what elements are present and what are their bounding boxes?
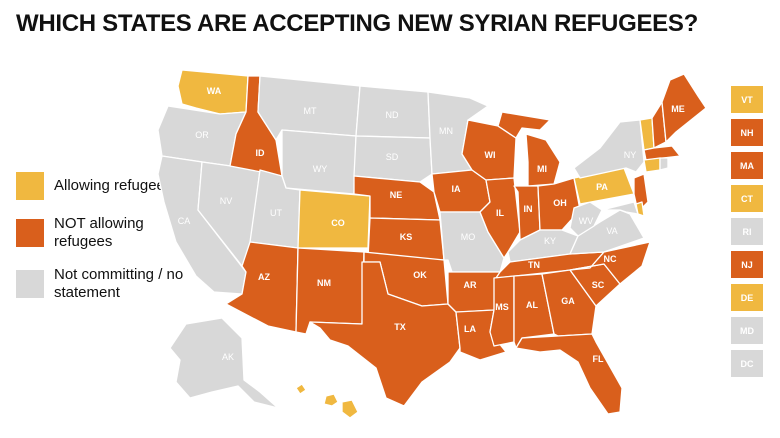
- small-state-label-ma: MA: [740, 160, 754, 171]
- small-states-column: VT NH MA CT RI NJ DE MD DC: [731, 86, 763, 383]
- small-state-label-dc: DC: [740, 358, 754, 369]
- state-shape-nc: [569, 241, 651, 285]
- state-label-la: LA: [464, 324, 476, 334]
- small-state-label-nh: NH: [740, 127, 754, 138]
- small-state-ri: RI: [731, 218, 763, 245]
- state-shape-ak: [169, 317, 279, 409]
- small-state-vt: VT: [731, 86, 763, 113]
- state-shape-de: [635, 201, 645, 217]
- small-state-label-ri: RI: [742, 226, 752, 237]
- state-label-ak: AK: [222, 352, 234, 362]
- state-shape-tx: [309, 261, 461, 407]
- state-shape-nm: [295, 247, 365, 335]
- state-label-id: ID: [256, 148, 266, 158]
- state-shape-ar: [447, 271, 501, 313]
- state-shape-wy: [281, 129, 357, 195]
- legend-label-not-allowing: NOT allowing refugees: [54, 215, 144, 250]
- small-state-nj: NJ: [731, 251, 763, 278]
- state-label-ks: KS: [400, 232, 413, 242]
- small-state-ma: MA: [731, 152, 763, 179]
- us-map: WA OR CA NV ID MT WY UT CO AZ NM ND SD N…: [150, 62, 720, 432]
- state-shape-il: [479, 177, 521, 259]
- state-shape-ma: [643, 145, 681, 161]
- state-shape-sd: [353, 135, 433, 183]
- state-label-fl: FL: [593, 354, 604, 364]
- small-state-label-de: DE: [740, 292, 754, 303]
- state-labels: WA OR CA NV ID MT WY UT CO AZ NM ND SD N…: [178, 86, 685, 364]
- state-label-ne: NE: [390, 190, 403, 200]
- state-shape-md: [601, 201, 639, 215]
- small-state-md: MD: [731, 317, 763, 344]
- state-shape-me: [661, 73, 707, 143]
- legend-swatch-not-committing: [16, 270, 44, 298]
- state-label-wi: WI: [485, 150, 496, 160]
- legend-item-not-committing: Not committing / no statement: [16, 266, 204, 302]
- small-state-de: DE: [731, 284, 763, 311]
- small-state-label-ct: CT: [741, 193, 753, 204]
- small-state-label-vt: VT: [741, 94, 753, 105]
- state-shape-ny: [573, 119, 645, 179]
- state-shape-mi: [497, 111, 551, 139]
- state-label-pa: PA: [596, 182, 608, 192]
- small-state-nh: NH: [731, 119, 763, 146]
- state-shape-hi: [295, 383, 307, 395]
- state-label-in: IN: [524, 204, 533, 214]
- state-shape-mi-lower: [525, 133, 561, 187]
- legend-label-allowing: Allowing refugees: [54, 177, 173, 194]
- state-label-ky: KY: [544, 236, 556, 246]
- state-shape-ri: [659, 157, 669, 171]
- state-label-wv: WV: [579, 216, 594, 226]
- legend-label-not-committing: Not committing / no statement: [54, 266, 184, 301]
- legend-swatch-not-allowing: [16, 219, 44, 247]
- state-label-sc: SC: [592, 280, 605, 290]
- state-label-ca: CA: [178, 216, 191, 226]
- legend-swatch-allowing: [16, 172, 44, 200]
- state-label-wy: WY: [313, 164, 328, 174]
- state-label-mt: MT: [304, 106, 317, 116]
- state-label-mo: MO: [461, 232, 476, 242]
- small-state-label-nj: NJ: [741, 259, 753, 270]
- us-map-svg: WA OR CA NV ID MT WY UT CO AZ NM ND SD N…: [157, 69, 707, 419]
- state-label-va: VA: [606, 226, 617, 236]
- state-label-nm: NM: [317, 278, 331, 288]
- state-label-il: IL: [496, 208, 505, 218]
- state-label-co: CO: [331, 218, 345, 228]
- state-label-mi: MI: [537, 164, 547, 174]
- state-label-wa: WA: [207, 86, 222, 96]
- state-shape-ct: [643, 157, 661, 173]
- small-state-ct: CT: [731, 185, 763, 212]
- state-label-mn: MN: [439, 126, 453, 136]
- state-label-ut: UT: [270, 208, 282, 218]
- state-label-nc: NC: [604, 254, 617, 264]
- state-label-or: OR: [195, 130, 209, 140]
- state-label-ms: MS: [495, 302, 509, 312]
- legend-item-allowing: Allowing refugees: [16, 172, 204, 200]
- state-label-nv: NV: [220, 196, 233, 206]
- state-shape-hi-3: [341, 399, 359, 419]
- state-label-me: ME: [671, 104, 685, 114]
- state-shape-fl: [515, 333, 623, 415]
- state-label-ga: GA: [561, 296, 575, 306]
- legend: Allowing refugees NOT allowing refugees …: [16, 172, 204, 317]
- legend-item-not-allowing: NOT allowing refugees: [16, 215, 204, 251]
- state-label-ny: NY: [624, 150, 637, 160]
- map-title: WHICH STATES ARE ACCEPTING NEW SYRIAN RE…: [16, 10, 698, 37]
- state-label-ok: OK: [413, 270, 427, 280]
- state-label-tx: TX: [394, 322, 406, 332]
- small-state-label-md: MD: [740, 325, 754, 336]
- state-label-oh: OH: [553, 198, 567, 208]
- state-label-ar: AR: [464, 280, 477, 290]
- state-label-ia: IA: [452, 184, 462, 194]
- state-label-nd: ND: [386, 110, 399, 120]
- state-label-az: AZ: [258, 272, 270, 282]
- small-state-dc: DC: [731, 350, 763, 377]
- state-label-tn: TN: [528, 260, 540, 270]
- state-shape-hi-2: [323, 393, 339, 407]
- state-label-al: AL: [526, 300, 538, 310]
- state-shape-va: [569, 209, 645, 255]
- state-label-sd: SD: [386, 152, 399, 162]
